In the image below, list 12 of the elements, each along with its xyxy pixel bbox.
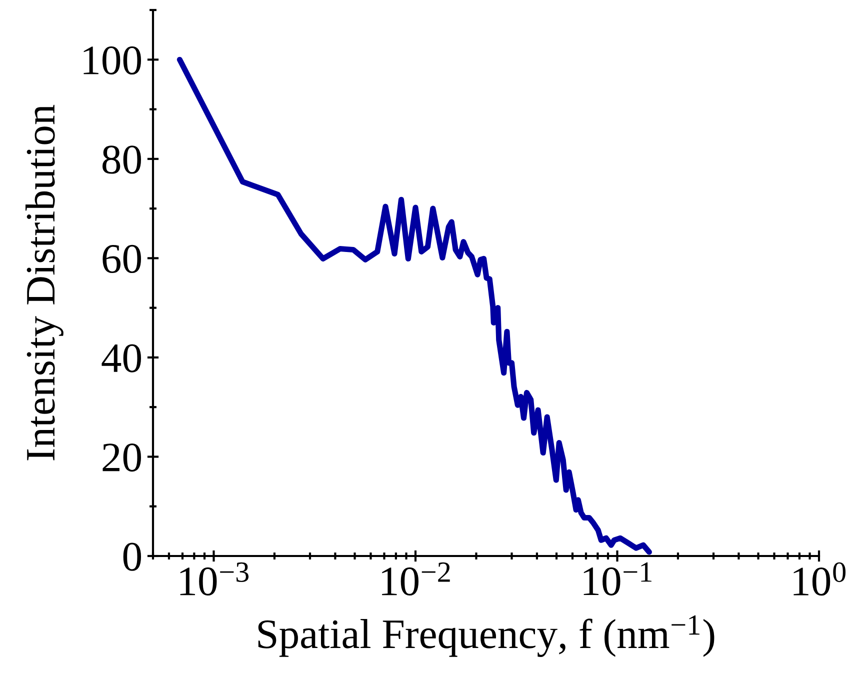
x-tick-label: 10$^{−1}$: [584, 562, 652, 596]
y-tick-label: 60: [102, 244, 141, 274]
x-tick-label: 10$^{−3}$: [180, 562, 249, 596]
x-tick-label: 10$^{0}$: [794, 562, 846, 596]
y-axis-title: Intensity Distribution: [26, 104, 64, 460]
x-axis-title: Spatial Frequency, f (nm$^{−1}$): [258, 615, 714, 657]
y-tick-label: 40: [102, 344, 141, 372]
x-tick-label: 10$^{−2}$: [382, 562, 450, 596]
y-tick-label: 0: [123, 542, 141, 571]
y-tick-label: 20: [102, 443, 141, 472]
y-tick-label: 100: [84, 46, 141, 75]
y-tick-label: 80: [102, 146, 141, 174]
